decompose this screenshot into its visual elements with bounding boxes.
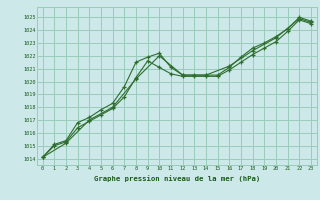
X-axis label: Graphe pression niveau de la mer (hPa): Graphe pression niveau de la mer (hPa) <box>94 176 260 182</box>
